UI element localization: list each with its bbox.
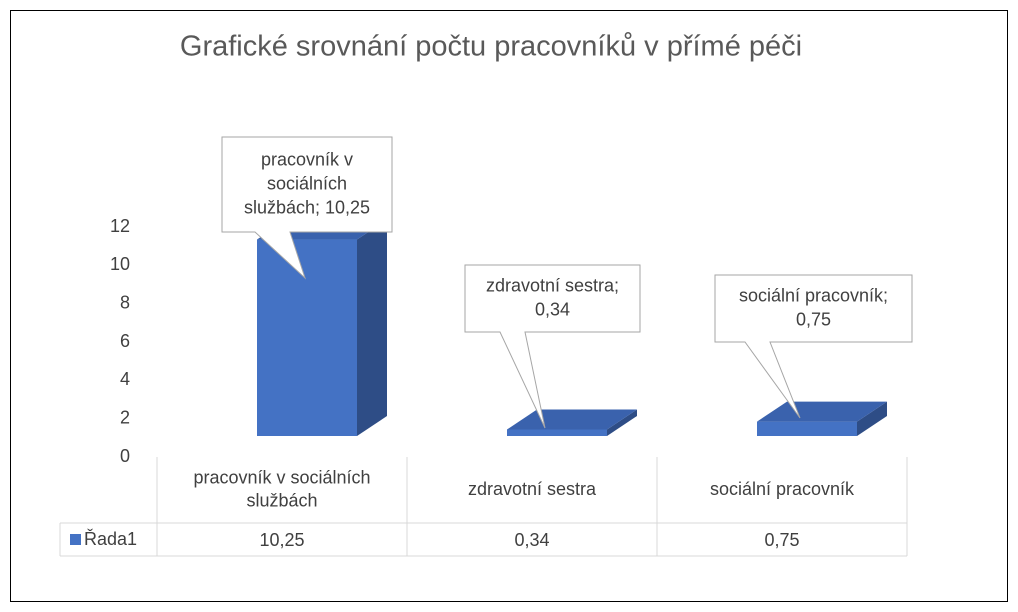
data-label: pracovník v sociálních službách; 10,25 <box>244 149 370 217</box>
x-tick-label: sociální pracovník <box>710 479 855 499</box>
bar-side <box>607 409 637 436</box>
y-tick-label: 0 <box>120 446 130 466</box>
bar-front <box>757 421 857 436</box>
y-tick-label: 12 <box>110 216 130 236</box>
table-value: 10,25 <box>259 530 304 550</box>
table-value: 0,75 <box>764 530 799 550</box>
legend-label: Řada1 <box>84 529 137 549</box>
data-label: sociální pracovník; 0,75 <box>739 285 888 329</box>
bar-side <box>857 401 887 436</box>
y-tick-label: 6 <box>120 331 130 351</box>
bar-side <box>357 219 387 436</box>
y-tick-label: 8 <box>120 292 130 312</box>
table-value: 0,34 <box>514 530 549 550</box>
data-label: zdravotní sestra; 0,34 <box>486 275 619 319</box>
x-tick-label: pracovník v sociálních službách <box>193 467 370 510</box>
x-tick-label: zdravotní sestra <box>468 479 597 499</box>
callout <box>464 264 641 429</box>
y-tick-label: 2 <box>120 407 130 427</box>
y-tick-label: 4 <box>120 369 130 389</box>
chart-title: Grafické srovnání počtu pracovníků v pří… <box>180 31 802 63</box>
bar-front <box>507 429 607 436</box>
bar-top <box>757 401 887 422</box>
callout <box>221 136 393 280</box>
bar-front <box>257 239 357 436</box>
callout <box>714 274 913 419</box>
legend-swatch <box>70 534 81 545</box>
y-tick-label: 10 <box>110 254 130 274</box>
